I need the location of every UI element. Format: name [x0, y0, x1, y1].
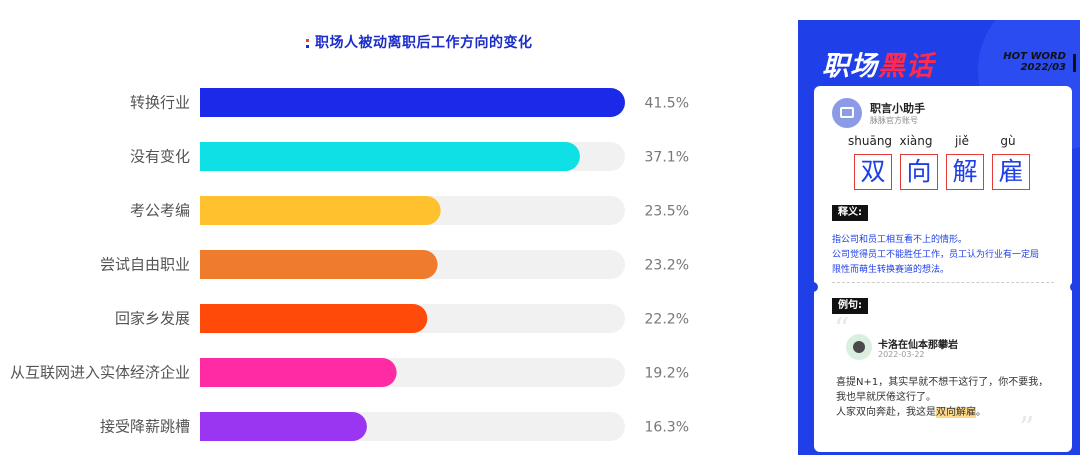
- divider: [832, 282, 1054, 283]
- word-panel: 职言小助手 脉脉官方账号 shuāng xiàng jiě gù 双 向 解 雇…: [814, 86, 1072, 452]
- brand-title: 职场黑话: [822, 51, 934, 82]
- value-label: 22.2%: [645, 312, 689, 328]
- bar: [200, 142, 580, 171]
- chart-title: 职场人被动离职后工作方向的变化: [306, 32, 533, 52]
- account-subtitle: 脉脉官方账号: [870, 116, 918, 125]
- value-label: 41.5%: [645, 96, 689, 112]
- pinyin-1: shuāng: [848, 134, 893, 148]
- bar: [200, 304, 428, 333]
- pinyin-3: jiě: [954, 134, 970, 148]
- category-label: 接受降薪跳槽: [100, 418, 190, 436]
- category-label: 没有变化: [130, 148, 190, 166]
- value-label: 37.1%: [645, 150, 689, 166]
- example-line-1: 喜提N+1，其实早就不想干这行了，你不要我，: [836, 377, 1049, 388]
- bar: [200, 250, 438, 279]
- hot-word-label: HOT WORD 2022/03: [1003, 51, 1066, 73]
- quote-open-icon: “: [834, 312, 850, 347]
- value-label: 19.2%: [645, 366, 689, 382]
- account-name: 职言小助手: [870, 102, 925, 115]
- user-date: 2022-03-22: [878, 350, 925, 359]
- category-label: 转换行业: [130, 94, 190, 112]
- value-label: 23.5%: [645, 204, 689, 220]
- bar-chart: 转换行业 41.5% 没有变化 37.1% 考公考编 23.5% 尝试自由职业 23.2% 回家…: [10, 88, 689, 441]
- hanzi-4: 雇: [992, 154, 1030, 190]
- side-dot-right: [1070, 282, 1080, 292]
- category-label: 考公考编: [130, 202, 190, 220]
- example-line-2: 我也早就厌倦这行了。: [836, 392, 936, 403]
- pinyin-4: gù: [1000, 134, 1016, 148]
- bar: [200, 196, 441, 225]
- user-avatar: [846, 334, 872, 360]
- category-label: 从互联网进入实体经济企业: [10, 364, 190, 382]
- value-label: 16.3%: [645, 420, 689, 436]
- pinyin-2: xiàng: [899, 134, 933, 148]
- hanzi-1: 双: [854, 154, 892, 190]
- hot-word-card: 职场黑话 HOT WORD 2022/03 职言小助手 脉脉官方账号 shuāng…: [798, 20, 1080, 455]
- value-label: 23.2%: [645, 258, 689, 274]
- bar: [200, 412, 367, 441]
- user-name: 卡洛在仙本那攀岩: [878, 340, 958, 351]
- meaning-tag: 释义:: [832, 205, 868, 221]
- hanzi-2: 向: [900, 154, 938, 190]
- side-dot-left: [808, 282, 818, 292]
- chat-icon: [840, 107, 854, 118]
- meaning-text: 指公司和员工相互看不上的情形。 公司觉得员工不能胜任工作，员工认为行业有一定局 …: [832, 235, 1040, 275]
- example-tag: 例句:: [832, 298, 868, 314]
- hanzi-3: 解: [946, 154, 984, 190]
- hot-word-bar: [1073, 54, 1076, 72]
- example-line-3: 人家双向奔赴，我这是双向解雇。: [836, 407, 986, 418]
- quote-close-icon: ”: [1019, 411, 1035, 446]
- category-label: 回家乡发展: [115, 310, 190, 328]
- bar: [200, 358, 397, 387]
- chart-title-text: 职场人被动离职后工作方向的变化: [315, 35, 533, 51]
- category-label: 尝试自由职业: [100, 256, 190, 274]
- bar: [200, 88, 625, 118]
- highlighted-term: 双向解雇: [936, 407, 976, 418]
- account-avatar: [832, 98, 862, 128]
